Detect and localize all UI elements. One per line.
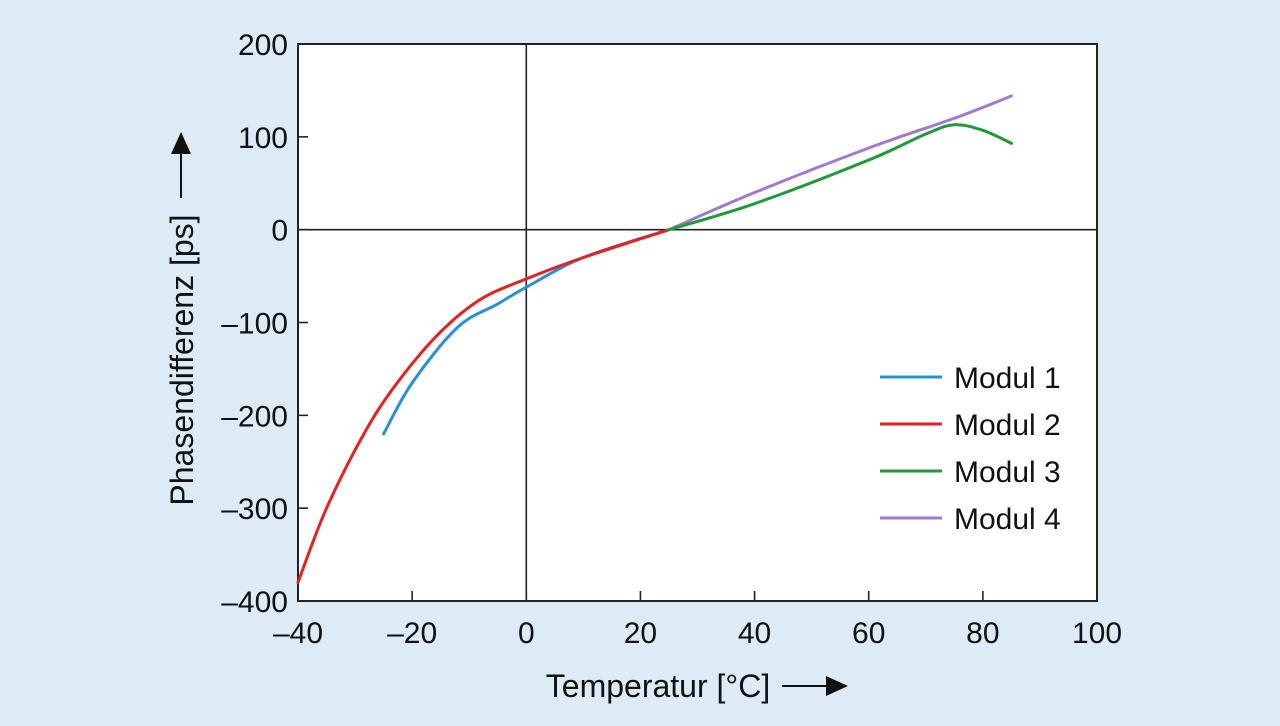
legend-label: Modul 2 [954,409,1061,442]
x-tick-label: 20 [624,617,657,650]
series-line-4 [667,94,1013,232]
legend-label: Modul 1 [954,362,1061,395]
y-tick-label: 0 [271,215,288,248]
y-tick-label: –400 [221,586,288,619]
plot-area [297,43,1098,602]
x-axis-arrow [782,676,848,696]
y-tick-label: –300 [221,493,288,526]
x-tick-label: 100 [1072,617,1122,650]
series-line-2 [296,228,671,584]
axis-ticks: –40 –20 0 20 40 60 80 100–400–300–200–100010020… [221,29,1122,650]
x-tick-label: –40 [273,617,323,650]
y-axis-label: Phasendifferenz [ps] [164,214,200,505]
x-tick-label: 80 [966,617,999,650]
series-lines [296,94,1013,584]
x-tick-label: 40 [738,617,771,650]
x-tick-label: 60 [852,617,885,650]
y-tick-label: –200 [221,400,288,433]
x-tick-label: 0 [518,617,535,650]
x-tick-label: –20 [387,617,437,650]
zero-lines [298,44,1097,601]
x-axis-label: Temperatur [°C] [546,668,770,704]
y-tick-label: –100 [221,308,288,341]
series-line-3 [667,123,1013,232]
legend-label: Modul 4 [954,503,1061,536]
y-tick-label: 200 [238,29,288,62]
y-axis-arrow [171,132,191,198]
legend: Modul 1 Modul 2 Modul 3 Modul 4 [880,362,1061,536]
y-tick-label: 100 [238,122,288,155]
legend-label: Modul 3 [954,456,1061,489]
